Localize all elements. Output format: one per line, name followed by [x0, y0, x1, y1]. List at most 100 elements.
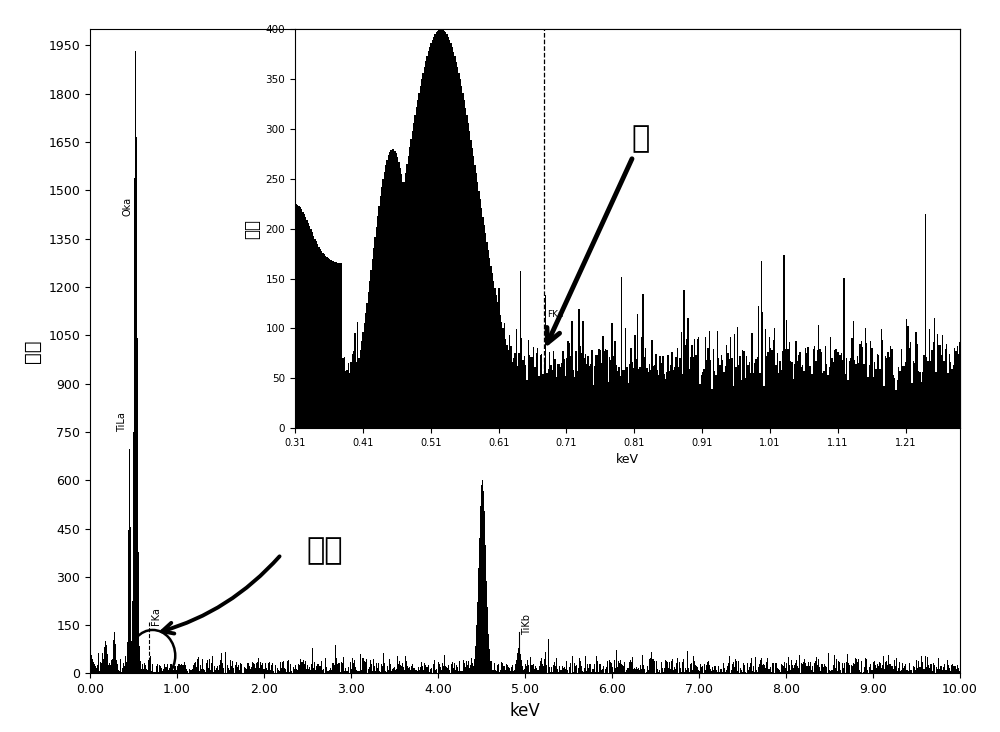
- Bar: [377, 216, 378, 428]
- Bar: [895, 389, 897, 428]
- Bar: [321, 251, 322, 428]
- Bar: [786, 320, 787, 428]
- Bar: [802, 365, 803, 428]
- Bar: [497, 302, 498, 428]
- Bar: [445, 32, 446, 428]
- Bar: [534, 367, 536, 428]
- Bar: [847, 381, 849, 428]
- Bar: [461, 86, 462, 428]
- Bar: [686, 339, 688, 428]
- Bar: [420, 86, 421, 428]
- Bar: [393, 149, 394, 428]
- Bar: [469, 131, 470, 428]
- Bar: [324, 255, 325, 428]
- Bar: [869, 365, 870, 428]
- Bar: [444, 31, 445, 428]
- Bar: [801, 367, 802, 428]
- Bar: [627, 383, 629, 428]
- Bar: [478, 191, 480, 428]
- Bar: [388, 155, 389, 428]
- Bar: [581, 354, 582, 428]
- Bar: [357, 322, 358, 428]
- Bar: [522, 359, 524, 428]
- Bar: [662, 356, 664, 428]
- Text: 氟: 氟: [547, 124, 650, 343]
- Bar: [548, 369, 549, 428]
- Bar: [733, 386, 734, 428]
- Bar: [406, 165, 408, 428]
- Bar: [330, 260, 332, 428]
- Bar: [450, 43, 452, 428]
- Bar: [901, 349, 902, 428]
- Bar: [677, 348, 678, 428]
- Bar: [703, 369, 705, 428]
- Bar: [693, 356, 694, 428]
- Bar: [313, 236, 314, 428]
- Bar: [571, 321, 573, 428]
- Bar: [598, 349, 600, 428]
- Bar: [607, 381, 609, 428]
- Bar: [454, 56, 456, 428]
- Bar: [778, 373, 779, 428]
- Bar: [625, 328, 626, 428]
- Bar: [438, 30, 440, 428]
- Bar: [328, 258, 329, 428]
- Bar: [421, 79, 422, 428]
- Bar: [466, 116, 468, 428]
- Bar: [305, 217, 306, 428]
- Bar: [939, 346, 941, 428]
- Bar: [753, 373, 754, 428]
- Bar: [583, 358, 585, 428]
- Bar: [460, 80, 461, 428]
- Bar: [513, 358, 514, 428]
- Bar: [671, 352, 673, 428]
- Bar: [587, 356, 589, 428]
- Bar: [683, 291, 685, 428]
- Bar: [366, 303, 368, 428]
- Bar: [853, 321, 854, 428]
- Bar: [362, 332, 364, 428]
- Bar: [897, 380, 898, 428]
- Bar: [661, 364, 662, 428]
- Bar: [494, 288, 496, 428]
- Bar: [369, 281, 370, 428]
- Bar: [747, 365, 749, 428]
- Bar: [453, 52, 454, 428]
- Bar: [316, 242, 317, 428]
- Bar: [758, 305, 759, 428]
- Bar: [817, 350, 818, 428]
- Bar: [485, 234, 486, 428]
- Bar: [842, 359, 843, 428]
- Bar: [886, 358, 887, 428]
- Bar: [695, 355, 697, 428]
- Bar: [769, 337, 770, 428]
- Text: FKa: FKa: [151, 608, 161, 625]
- Bar: [473, 157, 474, 428]
- Bar: [637, 314, 638, 428]
- Bar: [312, 233, 313, 428]
- Bar: [675, 357, 677, 428]
- Bar: [730, 337, 731, 428]
- Text: Oka: Oka: [122, 197, 132, 216]
- Bar: [456, 61, 457, 428]
- Bar: [382, 179, 384, 428]
- Bar: [446, 34, 448, 428]
- Bar: [857, 356, 858, 428]
- Bar: [929, 329, 930, 428]
- Bar: [509, 335, 510, 428]
- Bar: [811, 374, 813, 428]
- Bar: [935, 372, 937, 428]
- Bar: [352, 354, 353, 428]
- Bar: [915, 332, 917, 428]
- Bar: [642, 294, 644, 428]
- Bar: [667, 355, 669, 428]
- Bar: [372, 259, 373, 428]
- Bar: [813, 349, 814, 428]
- Bar: [775, 365, 777, 428]
- Bar: [310, 229, 312, 428]
- Bar: [334, 262, 336, 428]
- Bar: [959, 342, 961, 428]
- Bar: [442, 30, 444, 428]
- Bar: [599, 350, 601, 428]
- Bar: [333, 261, 334, 428]
